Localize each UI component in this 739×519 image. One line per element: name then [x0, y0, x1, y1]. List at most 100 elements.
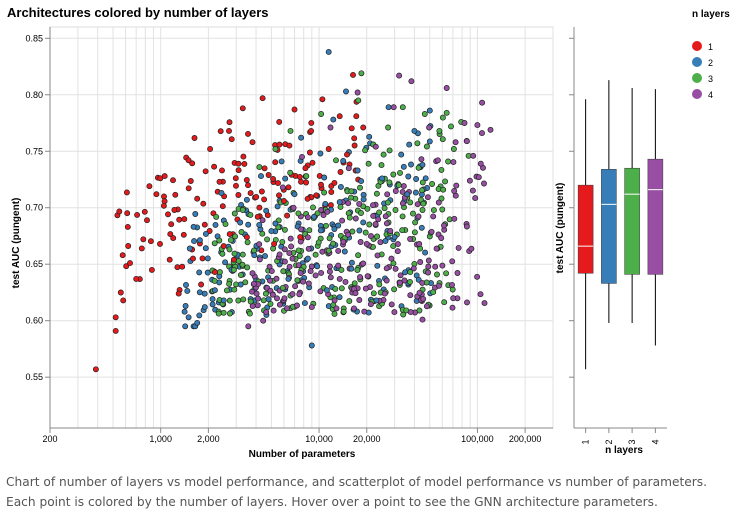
- data-point[interactable]: [479, 130, 485, 137]
- data-point[interactable]: [286, 142, 293, 149]
- data-point[interactable]: [202, 245, 209, 252]
- data-point[interactable]: [209, 301, 216, 308]
- data-point[interactable]: [125, 243, 132, 249]
- data-point[interactable]: [304, 255, 311, 262]
- data-point[interactable]: [438, 195, 445, 202]
- data-point[interactable]: [186, 245, 193, 252]
- data-point[interactable]: [345, 165, 352, 172]
- data-point[interactable]: [337, 183, 344, 190]
- data-point[interactable]: [291, 106, 298, 113]
- data-point[interactable]: [235, 160, 242, 167]
- data-point[interactable]: [337, 169, 344, 175]
- data-point[interactable]: [157, 240, 163, 247]
- data-point[interactable]: [332, 285, 339, 292]
- data-point[interactable]: [410, 265, 417, 272]
- data-point[interactable]: [285, 275, 292, 282]
- data-point[interactable]: [477, 160, 484, 167]
- data-point[interactable]: [426, 138, 433, 145]
- data-point[interactable]: [407, 292, 414, 299]
- data-point[interactable]: [187, 178, 194, 184]
- data-point[interactable]: [275, 180, 281, 187]
- data-point[interactable]: [321, 189, 328, 196]
- data-point[interactable]: [419, 179, 426, 186]
- data-point[interactable]: [455, 244, 462, 251]
- data-point[interactable]: [144, 217, 150, 224]
- data-point[interactable]: [406, 141, 413, 148]
- data-point[interactable]: [348, 265, 355, 272]
- data-point[interactable]: [227, 237, 234, 244]
- data-point[interactable]: [313, 192, 320, 199]
- data-point[interactable]: [360, 124, 367, 131]
- data-point[interactable]: [387, 228, 394, 234]
- data-point[interactable]: [415, 213, 422, 220]
- data-point[interactable]: [366, 133, 373, 140]
- scatter-points[interactable]: [92, 48, 494, 373]
- data-point[interactable]: [362, 229, 369, 236]
- data-point[interactable]: [439, 136, 446, 143]
- data-point[interactable]: [351, 280, 358, 287]
- data-point[interactable]: [367, 301, 374, 308]
- data-point[interactable]: [285, 184, 292, 191]
- data-point[interactable]: [383, 265, 390, 272]
- data-point[interactable]: [211, 240, 218, 247]
- data-point[interactable]: [335, 262, 342, 269]
- data-point[interactable]: [399, 227, 406, 234]
- data-point[interactable]: [201, 221, 208, 228]
- data-point[interactable]: [288, 243, 295, 250]
- data-point[interactable]: [230, 266, 237, 273]
- data-point[interactable]: [220, 297, 227, 304]
- data-point[interactable]: [443, 109, 450, 116]
- data-point[interactable]: [243, 234, 250, 241]
- data-point[interactable]: [435, 199, 442, 206]
- data-point[interactable]: [381, 205, 388, 212]
- data-point[interactable]: [263, 309, 270, 316]
- data-point[interactable]: [487, 126, 494, 133]
- data-point[interactable]: [171, 207, 178, 213]
- data-point[interactable]: [247, 190, 254, 197]
- data-point[interactable]: [231, 210, 238, 217]
- data-point[interactable]: [215, 310, 222, 317]
- data-point[interactable]: [377, 239, 384, 246]
- data-point[interactable]: [299, 153, 305, 160]
- data-point[interactable]: [191, 135, 198, 141]
- data-point[interactable]: [314, 210, 321, 217]
- data-point[interactable]: [226, 231, 233, 238]
- data-point[interactable]: [360, 219, 367, 226]
- data-point[interactable]: [265, 172, 272, 178]
- data-point[interactable]: [212, 221, 219, 228]
- data-point[interactable]: [464, 299, 470, 306]
- data-point[interactable]: [416, 241, 423, 247]
- data-point[interactable]: [308, 342, 315, 349]
- data-point[interactable]: [318, 269, 325, 276]
- data-point[interactable]: [204, 255, 211, 262]
- data-point[interactable]: [207, 146, 214, 152]
- data-point[interactable]: [140, 236, 147, 243]
- data-point[interactable]: [399, 213, 406, 220]
- data-point[interactable]: [407, 269, 414, 276]
- data-point[interactable]: [355, 252, 362, 259]
- data-point[interactable]: [404, 191, 411, 198]
- data-point[interactable]: [307, 268, 314, 275]
- data-point[interactable]: [311, 213, 318, 220]
- data-point[interactable]: [351, 142, 358, 149]
- data-point[interactable]: [412, 189, 419, 196]
- data-point[interactable]: [358, 178, 365, 185]
- data-point[interactable]: [245, 130, 251, 137]
- data-point[interactable]: [358, 70, 365, 77]
- data-point[interactable]: [340, 157, 347, 164]
- data-point[interactable]: [124, 223, 131, 230]
- data-point[interactable]: [336, 199, 343, 206]
- data-point[interactable]: [116, 208, 123, 215]
- data-point[interactable]: [298, 178, 304, 185]
- data-point[interactable]: [261, 165, 268, 172]
- data-point[interactable]: [374, 252, 381, 259]
- data-point[interactable]: [418, 224, 425, 231]
- data-point[interactable]: [270, 307, 277, 314]
- data-point[interactable]: [295, 262, 302, 269]
- data-point[interactable]: [364, 205, 371, 212]
- data-point[interactable]: [245, 182, 251, 189]
- data-point[interactable]: [396, 72, 403, 79]
- data-point[interactable]: [374, 262, 381, 269]
- data-point[interactable]: [303, 173, 310, 180]
- data-point[interactable]: [246, 310, 253, 317]
